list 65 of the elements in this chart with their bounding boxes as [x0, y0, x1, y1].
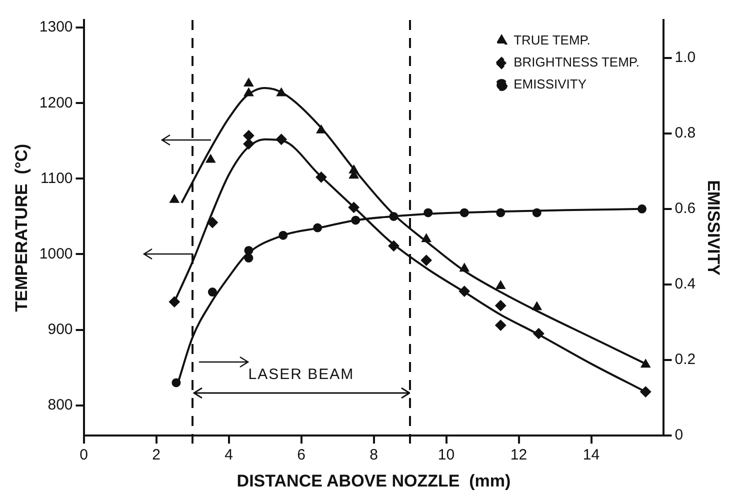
point [208, 288, 217, 297]
point [244, 254, 254, 263]
legend-label: EMISSIVITY [514, 76, 587, 92]
y-tick-label: 900 [48, 320, 73, 338]
point [278, 230, 288, 240]
point [170, 194, 180, 203]
point [420, 254, 432, 266]
y2-tick-label: 1.0 [674, 48, 696, 66]
point [532, 302, 542, 310]
y2-tick-label: 0.6 [674, 200, 696, 218]
point [316, 172, 327, 183]
y-tick-label: 1100 [40, 170, 73, 187]
point [172, 378, 181, 388]
point [276, 88, 286, 96]
point [532, 208, 542, 218]
point [276, 134, 287, 145]
x-tick-label: 6 [297, 446, 306, 464]
y-axis-title: TEMPERATURE (°C) [12, 144, 31, 312]
x-tick-label: 0 [80, 446, 88, 464]
y2-axis-title: EMISSIVITY [704, 180, 724, 276]
y-tick-label: 1200 [39, 94, 73, 112]
x-axis-title: DISTANCE ABOVE NOZZLE (mm) [236, 471, 511, 490]
point [244, 88, 254, 96]
point [495, 320, 506, 331]
point [316, 124, 326, 134]
y2-tick-label: 0.8 [674, 124, 696, 142]
point [424, 208, 433, 218]
x-tick-label: 8 [370, 446, 378, 464]
point [458, 286, 470, 297]
point [640, 359, 650, 368]
point [313, 223, 322, 232]
point [388, 240, 400, 252]
point [421, 234, 432, 242]
point [460, 208, 469, 218]
point [244, 78, 254, 86]
point [496, 280, 506, 289]
y2-tick-label: 0.4 [674, 276, 696, 293]
point [243, 130, 254, 142]
point [348, 202, 360, 213]
y-tick-label: 800 [48, 396, 73, 414]
legend-label: BRIGHTNESS TEMP. [514, 54, 640, 70]
y2-tick-label: 0 [674, 426, 684, 444]
x-tick-label: 10 [438, 446, 455, 464]
point [533, 328, 544, 340]
annotation: LASER BEAM [247, 366, 356, 383]
point [640, 386, 652, 398]
x-tick-label: 4 [224, 446, 233, 464]
y-tick-label: 1300 [39, 18, 73, 36]
point [496, 208, 506, 218]
y-tick-label: 1000 [39, 245, 73, 262]
point [638, 204, 646, 214]
point [243, 138, 254, 150]
point [460, 263, 470, 272]
point [168, 296, 180, 308]
x-tick-label: 2 [152, 446, 160, 464]
x-tick-label: 12 [510, 446, 528, 464]
point [389, 212, 398, 221]
point [351, 216, 360, 225]
point [495, 300, 506, 312]
point [244, 246, 254, 255]
point [206, 154, 216, 163]
legend-label: TRUE TEMP. [514, 32, 590, 48]
y2-tick-label: 0.2 [674, 351, 696, 368]
point [206, 217, 218, 228]
x-tick-label: 14 [582, 446, 600, 464]
